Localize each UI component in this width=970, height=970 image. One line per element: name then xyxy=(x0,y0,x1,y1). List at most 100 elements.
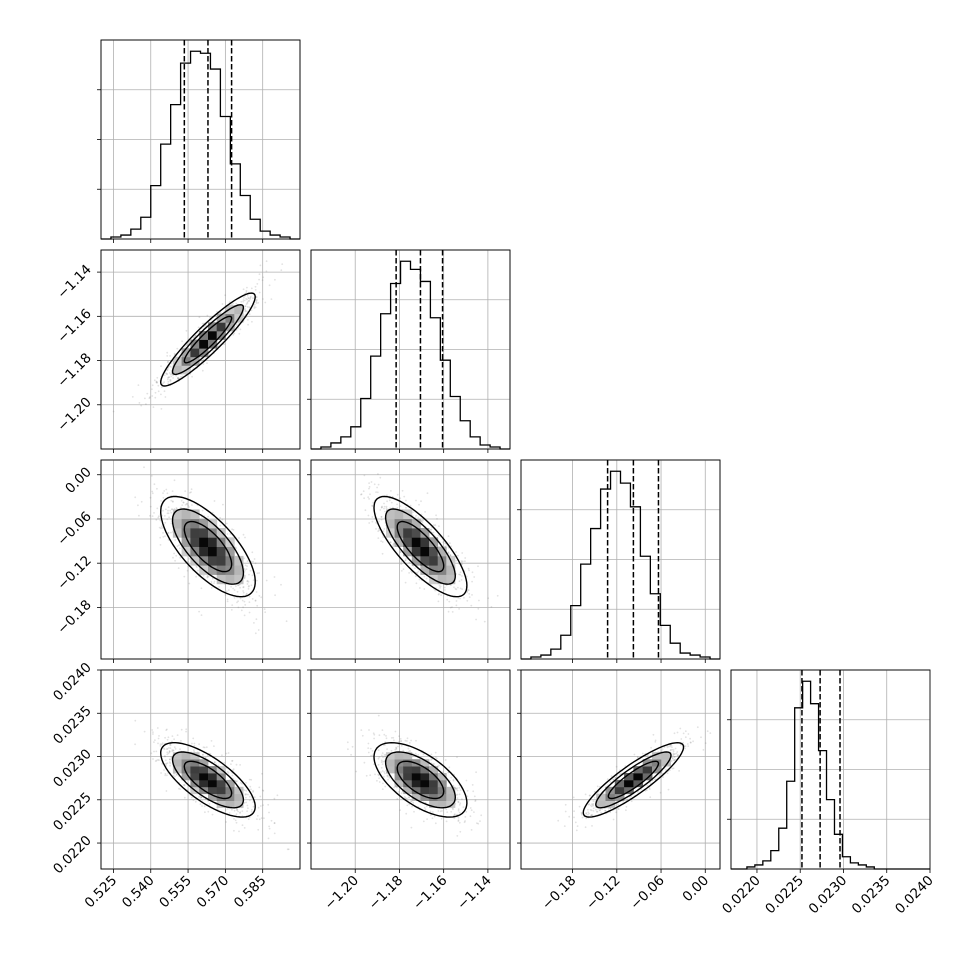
sample-point xyxy=(456,756,458,758)
sample-point xyxy=(171,740,173,743)
sample-point xyxy=(466,589,469,591)
contour-level xyxy=(171,303,245,376)
sample-point xyxy=(166,753,169,756)
sample-point xyxy=(174,748,177,750)
sample-point xyxy=(191,742,193,745)
sample-point xyxy=(389,541,392,544)
sample-point xyxy=(590,805,593,808)
sample-point xyxy=(171,749,174,751)
sample-point xyxy=(648,788,651,790)
sample-point xyxy=(237,584,239,587)
sample-point xyxy=(258,572,260,574)
sample-point xyxy=(355,770,358,773)
density-cell xyxy=(216,793,226,801)
density-cell xyxy=(403,752,413,760)
sample-point xyxy=(244,793,247,795)
density-cell xyxy=(234,786,244,795)
sample-point xyxy=(243,577,246,580)
sample-point xyxy=(231,604,234,606)
sample-point xyxy=(420,520,423,522)
sample-point xyxy=(183,575,186,578)
sample-point xyxy=(166,518,169,521)
sample-point xyxy=(163,381,166,384)
sample-point xyxy=(159,544,162,546)
sample-point xyxy=(448,766,451,769)
sample-point xyxy=(169,764,172,767)
sample-point xyxy=(287,848,290,851)
x-tick-label: 0.585 xyxy=(231,873,270,912)
sample-point xyxy=(397,790,400,793)
sample-point xyxy=(370,754,372,757)
histogram-panel-2 xyxy=(517,459,721,660)
sample-point xyxy=(253,303,256,306)
sample-point xyxy=(385,737,388,740)
sample-point xyxy=(371,754,374,757)
sample-point xyxy=(470,604,473,607)
sample-point xyxy=(387,778,389,781)
sample-point xyxy=(168,743,171,746)
sample-point xyxy=(442,541,444,543)
sample-point xyxy=(399,809,401,811)
sample-point xyxy=(245,297,248,300)
sample-point xyxy=(246,310,248,313)
sample-point xyxy=(385,507,388,510)
sample-point xyxy=(230,585,233,588)
sample-point xyxy=(251,320,253,323)
sample-point xyxy=(243,827,246,829)
sample-point xyxy=(255,618,258,621)
sample-point xyxy=(402,749,405,752)
y-tick-label: −0.06 xyxy=(54,509,95,550)
sample-point xyxy=(475,618,477,621)
histogram-panel-3 xyxy=(727,669,931,870)
sample-point xyxy=(458,793,461,796)
sample-point xyxy=(457,800,460,803)
sample-point xyxy=(267,837,270,840)
sample-point xyxy=(396,507,399,509)
sample-point xyxy=(453,817,456,819)
sample-point xyxy=(659,791,662,794)
density-cell xyxy=(190,518,200,529)
sample-point xyxy=(182,501,185,504)
sample-point xyxy=(458,786,461,789)
sample-point xyxy=(400,740,403,742)
sample-point xyxy=(407,747,410,750)
sample-point xyxy=(244,569,246,572)
sample-point xyxy=(166,492,169,495)
density-cell xyxy=(403,537,413,547)
sample-point xyxy=(236,809,238,812)
sample-point xyxy=(217,345,219,348)
density-cell xyxy=(624,779,634,788)
sample-point xyxy=(213,761,216,764)
sample-point xyxy=(645,789,648,792)
sample-point xyxy=(457,801,460,803)
density-cell xyxy=(429,779,439,788)
density-cell xyxy=(420,565,430,575)
sample-point xyxy=(225,752,228,755)
sample-point xyxy=(158,735,160,737)
density-cell xyxy=(403,528,413,538)
sample-point xyxy=(405,797,407,800)
sample-point xyxy=(654,739,657,742)
sample-point xyxy=(589,794,591,797)
sample-point xyxy=(258,818,261,821)
sample-point xyxy=(672,767,675,770)
sample-point xyxy=(190,491,192,493)
sample-point xyxy=(380,766,383,769)
density-cell xyxy=(234,305,244,315)
sample-point xyxy=(209,752,212,755)
sample-point xyxy=(400,792,403,794)
sample-point xyxy=(201,369,204,372)
y-tick-label: −0.12 xyxy=(54,553,95,594)
sample-point xyxy=(378,756,381,758)
density-cell xyxy=(437,574,447,585)
sample-point xyxy=(186,569,189,572)
sample-point xyxy=(195,566,198,568)
sample-point xyxy=(157,742,159,745)
sample-point xyxy=(458,821,461,824)
sample-point xyxy=(213,745,215,747)
sample-point xyxy=(172,556,174,559)
sample-point xyxy=(377,749,380,752)
x-tick-label: −0.12 xyxy=(583,873,624,914)
sample-point xyxy=(229,533,232,535)
sample-point xyxy=(152,733,154,735)
